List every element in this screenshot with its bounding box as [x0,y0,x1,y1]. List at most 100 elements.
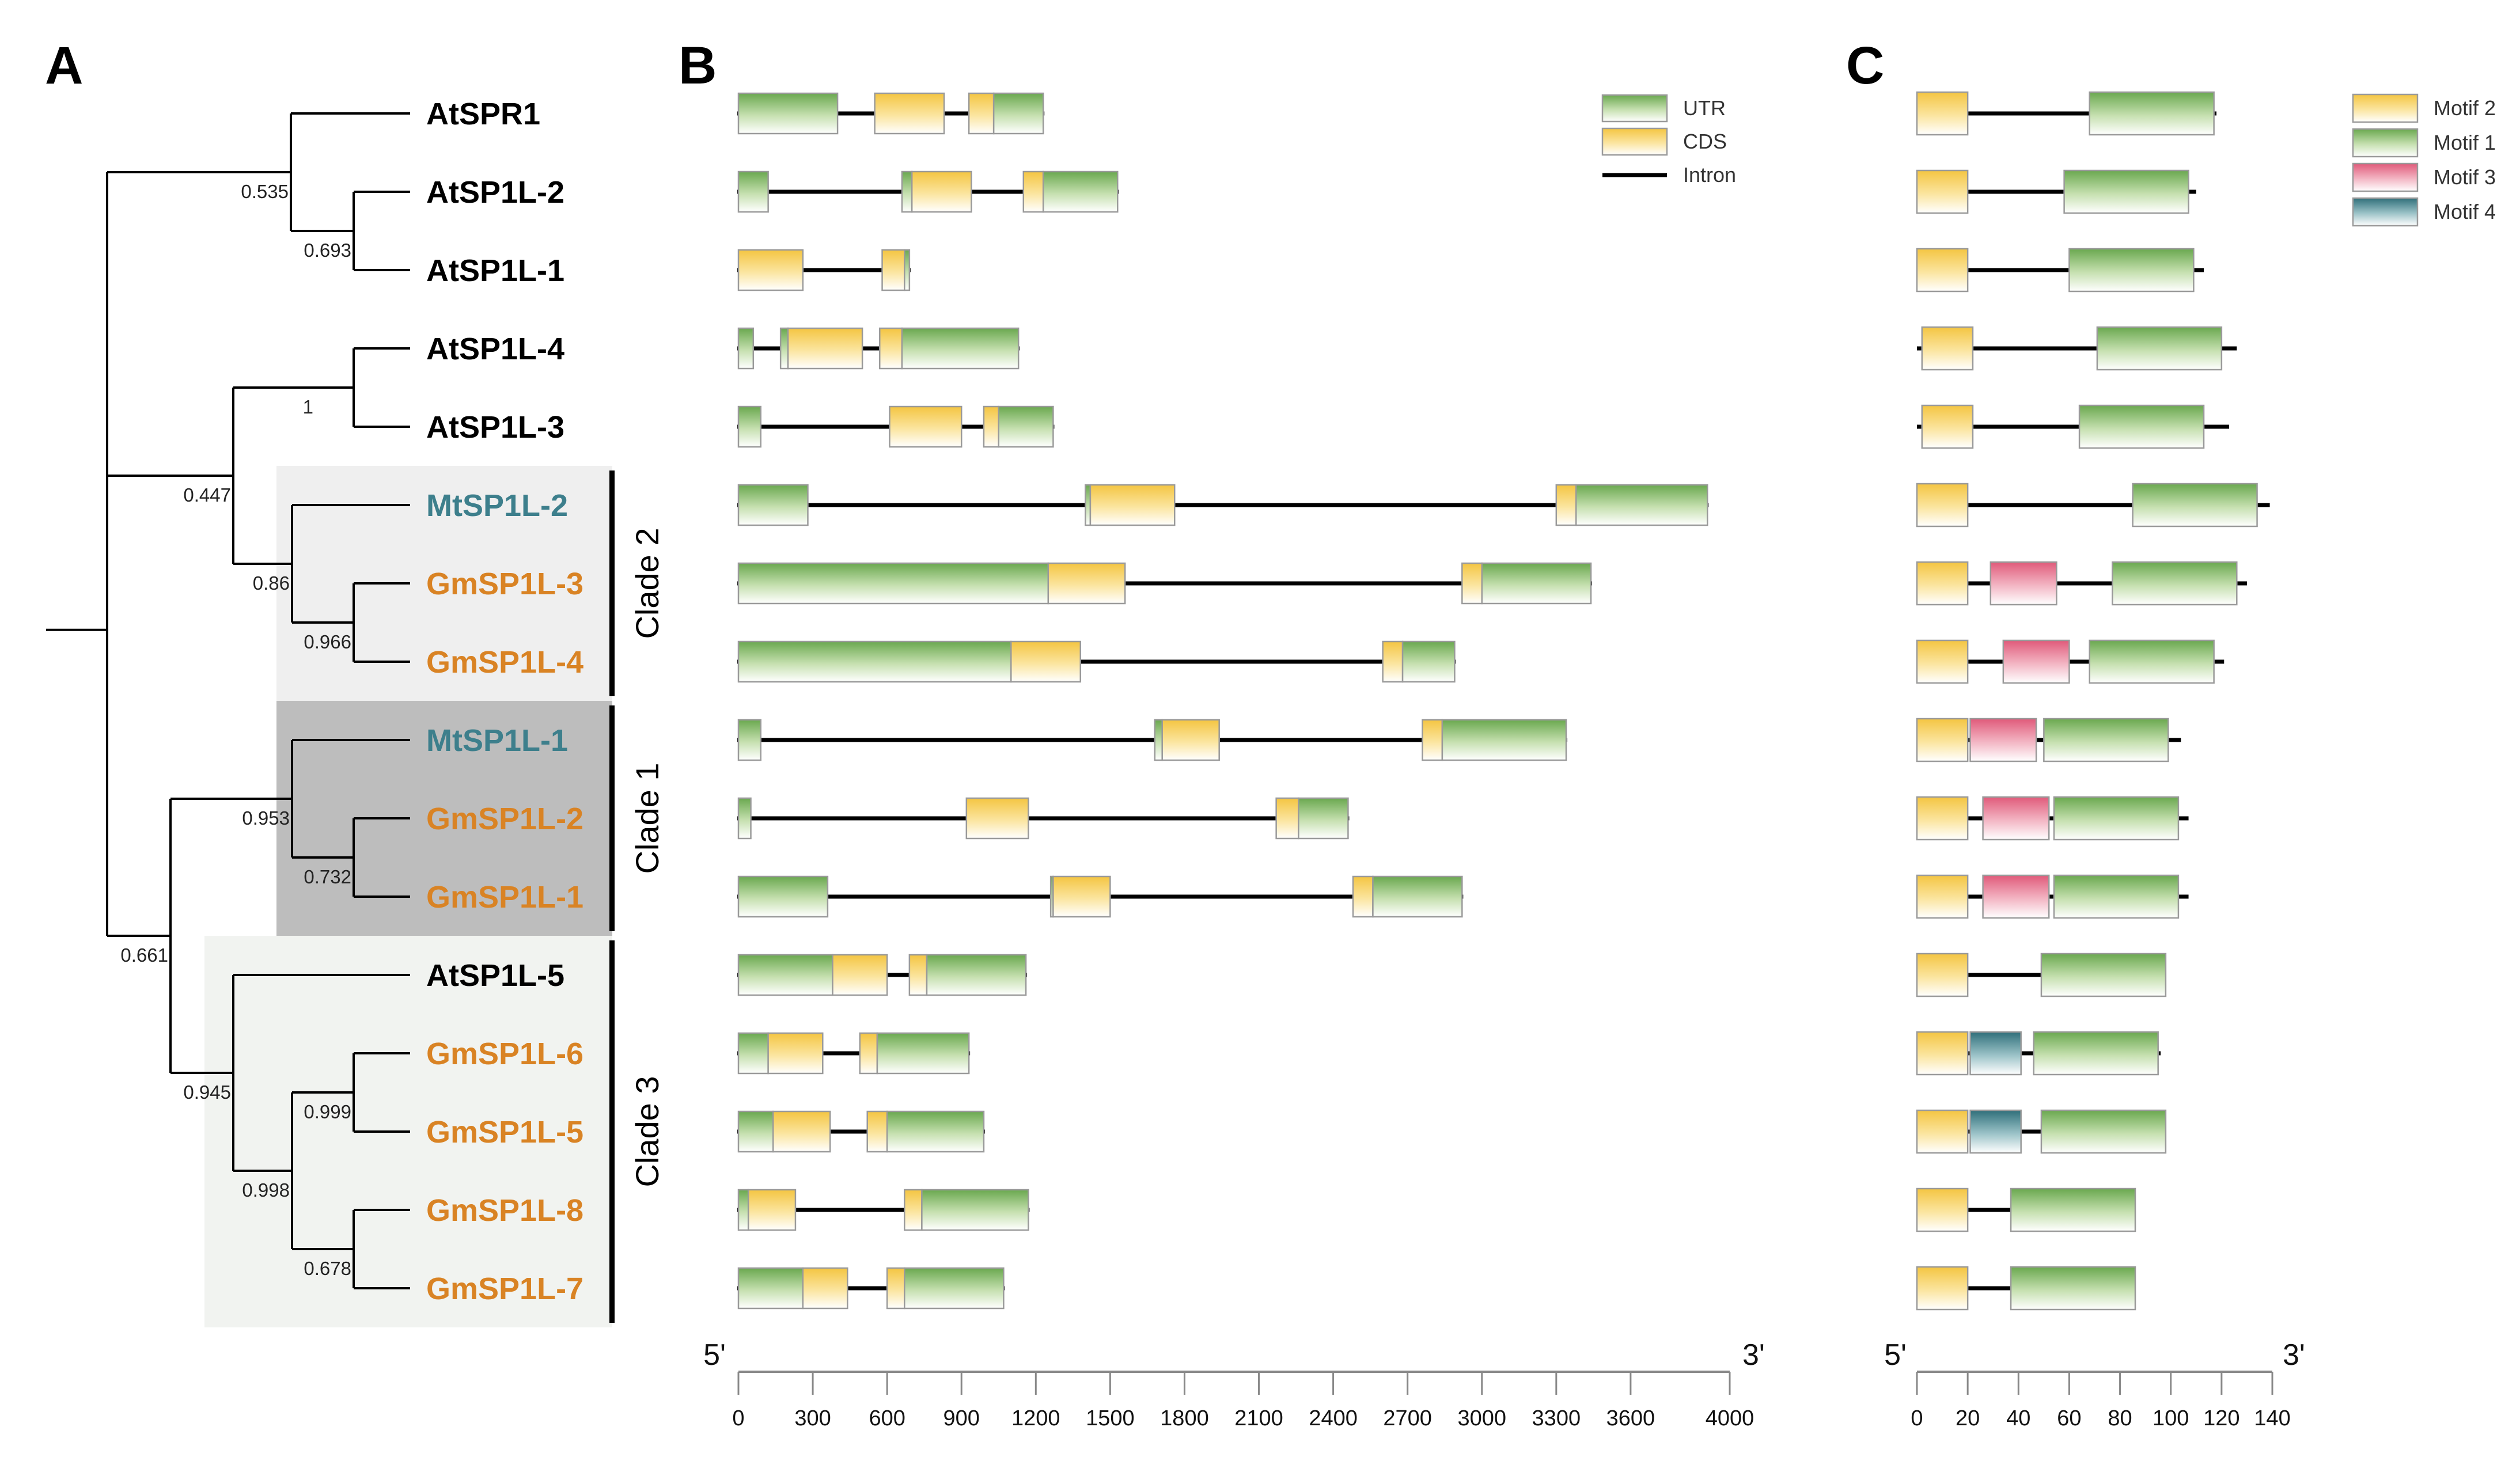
leaf-label: GmSP1L-3 [426,567,583,601]
leaf-label: GmSP1L-8 [426,1193,583,1228]
legend-label-motif-3: Motif 3 [2434,165,2496,189]
motif-box-m1 [2010,1187,2136,1232]
axis-tick-label: 2700 [1383,1406,1432,1430]
utr-segment [737,875,829,918]
cds-exon [832,954,888,996]
gene-row [737,92,1045,135]
motif-row [1916,248,2204,293]
motif-row [1916,561,2247,606]
motif-row [1916,91,2217,136]
axis-tick-label: 0 [732,1406,744,1430]
motif-box-m4 [1969,1031,2022,1076]
gene-row [737,640,1456,683]
motif-box-m2 [1916,1187,1969,1232]
leaf-label: AtSP1L-4 [426,332,564,366]
axis-tick-label: 1500 [1086,1406,1135,1430]
utr-segment [737,484,809,526]
bootstrap-value: 0.999 [304,1101,351,1122]
motif-box-m2 [1916,1266,1969,1311]
utr-segment [926,954,1027,996]
bootstrap-value: 0.998 [242,1179,290,1201]
utr-segment [737,640,1012,683]
utr-segment [737,954,833,996]
motif-panel [1916,91,2270,1311]
motif-box-m2 [1916,639,1969,684]
motif-box-m3 [1990,561,2057,606]
axis-tick-label: 120 [2203,1406,2239,1430]
motif-box-m1 [2040,1109,2167,1154]
motif-box-m1 [2010,1266,2136,1311]
utr-segment [1575,484,1708,526]
leaf-label: AtSP1L-1 [426,253,564,288]
legend-swatch-m3 [2352,162,2419,192]
motif-box-m1 [2096,326,2223,371]
cds-exon [859,1032,878,1075]
legend-swatch-cds [1601,127,1668,156]
motif-box-m4 [1969,1109,2022,1154]
axis-tick-label: 900 [943,1406,980,1430]
axis-tick-label: 60 [2057,1406,2081,1430]
cds-exon [1422,719,1443,761]
utr-segment [737,797,752,840]
motif-row [1916,718,2181,762]
panel-b-letter: B [679,36,717,95]
gene-row [737,484,1709,526]
cds-exon [737,249,804,291]
motif-box-m2 [1916,953,1969,997]
axis-three-prime-label: 3' [2283,1338,2305,1372]
axis-tick-label: 2100 [1234,1406,1283,1430]
cds-exon [878,327,903,370]
motif-box-m3 [2002,639,2070,684]
utr-segment [737,719,761,761]
leaf-label: MtSP1L-2 [426,488,568,523]
utr-segment [998,405,1054,448]
axis-tick-label: 3600 [1606,1406,1655,1430]
cds-exon [904,1189,923,1231]
gene-row [737,1032,971,1075]
cds-exon [1089,484,1176,526]
utr-segment [737,1189,749,1231]
motif-row [1917,404,2230,449]
bootstrap-value: 0.693 [304,240,351,261]
axis-tick-label: 40 [2006,1406,2030,1430]
utr-segment [1085,484,1092,526]
motif-box-m2 [1916,248,1969,293]
cds-exon [802,1267,848,1310]
axis-tick-label: 140 [2254,1406,2290,1430]
axis-tick-label: 20 [1956,1406,1980,1430]
axis-tick-label: 2400 [1309,1406,1358,1430]
utr-segment [1298,797,1349,840]
motif-box-m2 [1916,718,1969,762]
motif-box-m2 [1916,91,1969,136]
cds-exon [983,405,1000,448]
axis-tick-label: 3000 [1457,1406,1506,1430]
cds-exon [1555,484,1577,526]
gene-structure-legend: UTR CDS Intron [1601,94,1736,187]
motif-row [1916,639,2225,684]
motif-box-m3 [1982,874,2050,919]
cds-exon [1352,875,1374,918]
bootstrap-value: 0.953 [242,807,290,829]
axis-tick-label: 300 [794,1406,831,1430]
utr-segment [921,1189,1029,1231]
cds-exon [889,405,962,448]
motif-row [1916,953,2167,997]
cds-exon [968,92,995,135]
utr-segment [779,327,789,370]
gene-row [737,170,1119,213]
phylogenetic-tree [46,112,410,1289]
leaf-label: GmSP1L-1 [426,880,583,914]
bootstrap-values: 0.535 0.693 1 0.447 0.86 0.966 0.953 0.7… [120,181,351,1279]
utr-segment [901,327,1020,370]
motif-row [1916,1266,2136,1311]
motif-row [1916,1031,2161,1076]
gene-row [737,875,1464,918]
utr-segment [1401,640,1456,683]
gene-row [737,797,1350,840]
motif-box-m1 [2078,404,2205,449]
bootstrap-value: 0.678 [304,1258,351,1279]
clade-label: Clade 1 [629,762,665,874]
motif-box-m1 [2043,718,2169,762]
clade-label: Clade 2 [629,528,665,639]
leaf-label: GmSP1L-5 [426,1115,583,1149]
